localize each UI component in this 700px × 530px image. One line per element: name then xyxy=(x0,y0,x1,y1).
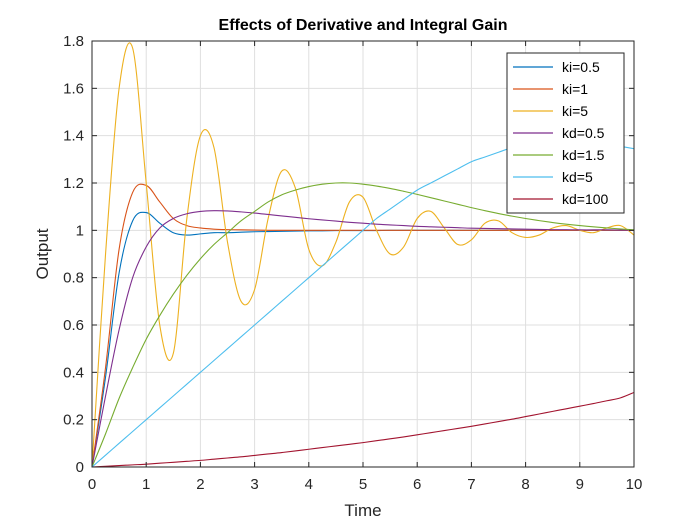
legend: ki=0.5 ki=1 ki=5 kd=0.5 kd=1.5 kd=5 kd=100 xyxy=(506,52,625,214)
legend-label-ki-1: ki=1 xyxy=(562,81,588,97)
y-axis-label: Output xyxy=(33,228,52,279)
y-tick-label: 0.2 xyxy=(63,412,84,429)
tick-labels: 0 1 2 3 4 5 6 7 8 9 10 0 0.2 0.4 0.6 0.8 1 1.2 1.4 1.6 1.8 xyxy=(63,33,642,493)
y-tick-label: 1.2 xyxy=(63,175,84,192)
x-tick-label: 7 xyxy=(467,476,475,493)
axes-box xyxy=(91,40,635,468)
y-tick-label: 0.8 xyxy=(63,270,84,287)
series-line-kd-0-5 xyxy=(92,210,634,467)
x-tick-label: 4 xyxy=(305,476,313,493)
series-layer xyxy=(92,42,634,467)
legend-label-kd-100: kd=100 xyxy=(562,191,609,207)
series-line-ki-1 xyxy=(92,183,634,467)
series-line-kd-1-5 xyxy=(92,182,634,467)
chart-title: Effects of Derivative and Integral Gain xyxy=(219,17,508,34)
x-tick-label: 5 xyxy=(359,476,367,493)
x-tick-label: 10 xyxy=(626,476,643,493)
x-tick-label: 8 xyxy=(521,476,529,493)
y-tick-label: 1.8 xyxy=(63,33,84,50)
legend-label-ki-5: ki=5 xyxy=(562,103,588,119)
y-tick-label: 1.6 xyxy=(63,80,84,97)
x-axis-label: Time xyxy=(344,501,381,520)
x-tick-label: 3 xyxy=(250,476,258,493)
x-tick-label: 1 xyxy=(142,476,150,493)
legend-label-ki-0-5: ki=0.5 xyxy=(562,59,600,75)
y-tick-label: 0.6 xyxy=(63,317,84,334)
y-tick-label: 1 xyxy=(76,222,84,239)
x-tick-label: 0 xyxy=(88,476,96,493)
y-tick-label: 0.4 xyxy=(63,364,84,381)
x-tick-label: 2 xyxy=(196,476,204,493)
legend-label-kd-1-5: kd=1.5 xyxy=(562,147,605,163)
y-tick-label: 0 xyxy=(76,459,84,476)
axes xyxy=(91,40,635,468)
x-tick-label: 6 xyxy=(413,476,421,493)
y-tick-label: 1.4 xyxy=(63,128,84,145)
legend-label-kd-5: kd=5 xyxy=(562,169,593,185)
x-tick-label: 9 xyxy=(576,476,584,493)
series-line-kd-100 xyxy=(92,391,634,467)
legend-label-kd-0-5: kd=0.5 xyxy=(562,125,605,141)
series-line-ki-5 xyxy=(92,42,634,467)
